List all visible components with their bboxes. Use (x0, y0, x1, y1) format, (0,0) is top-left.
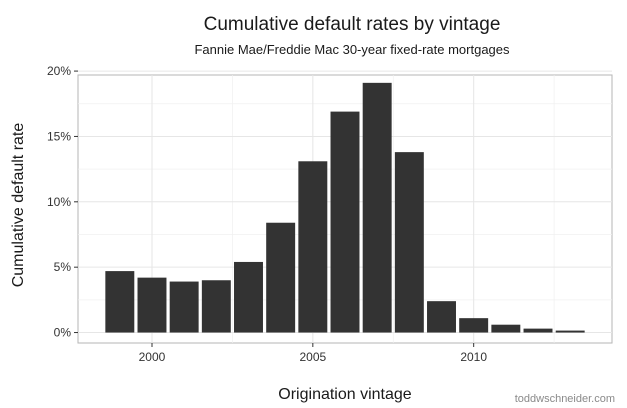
bar-2001 (169, 281, 199, 333)
bar-2003 (234, 261, 263, 333)
bar-2000 (137, 277, 167, 333)
bar-2011 (491, 324, 521, 333)
chart-title: Cumulative default rates by vintage (204, 14, 501, 35)
chart-subtitle: Fannie Mae/Freddie Mac 30-year fixed-rat… (194, 42, 510, 57)
bar-2013 (555, 330, 585, 333)
x-tick-label: 2005 (299, 350, 326, 364)
x-axis: 2000 2005 2010 (139, 343, 487, 364)
bar-2002 (201, 280, 231, 333)
y-tick-label: 10% (47, 195, 71, 209)
x-tick-label: 2010 (460, 350, 487, 364)
credit-text: toddwschneider.com (515, 393, 615, 405)
bar-2007 (362, 82, 392, 333)
y-tick-label: 20% (47, 64, 71, 78)
x-tick-label: 2000 (139, 350, 166, 364)
y-axis: 0% 5% 10% 15% 20% (47, 64, 78, 340)
bar-2012 (523, 328, 553, 333)
bar-2004 (266, 222, 296, 333)
bar-2008 (394, 152, 424, 333)
y-tick-label: 5% (54, 260, 72, 274)
bars (105, 82, 585, 333)
y-tick-label: 0% (54, 326, 72, 340)
bar-2009 (427, 301, 456, 333)
bar-2006 (330, 111, 360, 333)
y-axis-title: Cumulative default rate (10, 123, 27, 288)
y-tick-label: 15% (47, 129, 71, 143)
bar-2005 (298, 161, 328, 333)
bar-1999 (105, 271, 135, 333)
x-axis-title: Origination vintage (278, 386, 412, 403)
bar-2010 (459, 318, 489, 333)
